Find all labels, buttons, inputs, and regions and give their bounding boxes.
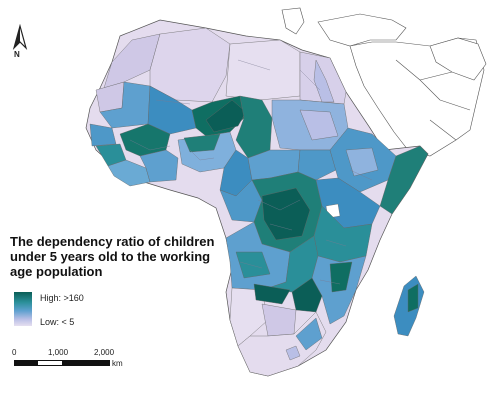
north-africa-regions — [95, 27, 347, 113]
turkey-outline — [317, 13, 407, 47]
region-angola-core — [235, 251, 271, 279]
region-somalia — [379, 145, 429, 215]
region-sudan-east — [299, 109, 339, 141]
legend: High: >160 Low: < 5 — [12, 292, 132, 338]
legend-low-label: Low: — [40, 317, 60, 327]
region-algeria — [149, 27, 231, 103]
arabia-borders — [395, 59, 471, 141]
admin-boundaries — [129, 59, 373, 285]
region-zimbabwe — [291, 277, 323, 313]
region-niger-west — [205, 99, 247, 133]
scale-unit: km — [112, 359, 123, 368]
sahel-regions — [99, 81, 349, 159]
legend-low-value: < 5 — [61, 317, 75, 327]
north-label: N — [14, 50, 20, 59]
region-south-africa — [237, 311, 327, 377]
scale-segment-2 — [62, 361, 109, 365]
non-african-land — [281, 7, 487, 157]
legend-color-ramp — [14, 292, 32, 326]
legend-high-entry: High: >160 — [40, 293, 84, 303]
scale-segment-1 — [15, 361, 38, 365]
region-south-sudan — [297, 149, 337, 181]
region-libya — [225, 39, 301, 101]
region-south-africa-east — [295, 317, 323, 351]
region-mozambique-north — [329, 261, 353, 293]
iran-outline — [429, 37, 487, 81]
region-ghana-ivory — [139, 149, 179, 183]
central-east-regions — [219, 127, 429, 377]
region-nigeria-north — [183, 133, 221, 153]
region-ethiopia-center — [345, 147, 379, 177]
greece-outline — [281, 7, 305, 35]
west-africa-regions — [89, 123, 253, 197]
scale-tick-0: 0 — [12, 348, 17, 357]
legend-low-entry: Low: < 5 — [40, 317, 74, 327]
map-title: The dependency ratio of children under 5… — [10, 234, 215, 279]
north-arrow-icon — [12, 24, 28, 51]
region-madagascar-east — [407, 283, 419, 313]
legend-high-label: High: — [40, 293, 62, 303]
region-lesotho — [285, 345, 301, 361]
madagascar-regions — [393, 275, 425, 337]
scale-bar-graphic — [14, 360, 110, 366]
scale-bar: 0 1,000 2,000 km — [10, 348, 140, 374]
region-w-sahara — [95, 81, 125, 113]
scale-tick-2000: 2,000 — [94, 348, 115, 357]
region-senegal — [89, 123, 117, 147]
legend-high-value: >160 — [63, 293, 84, 303]
region-egypt-nile — [313, 59, 335, 103]
region-caprivi — [253, 283, 291, 305]
scale-tick-1000: 1,000 — [48, 348, 69, 357]
